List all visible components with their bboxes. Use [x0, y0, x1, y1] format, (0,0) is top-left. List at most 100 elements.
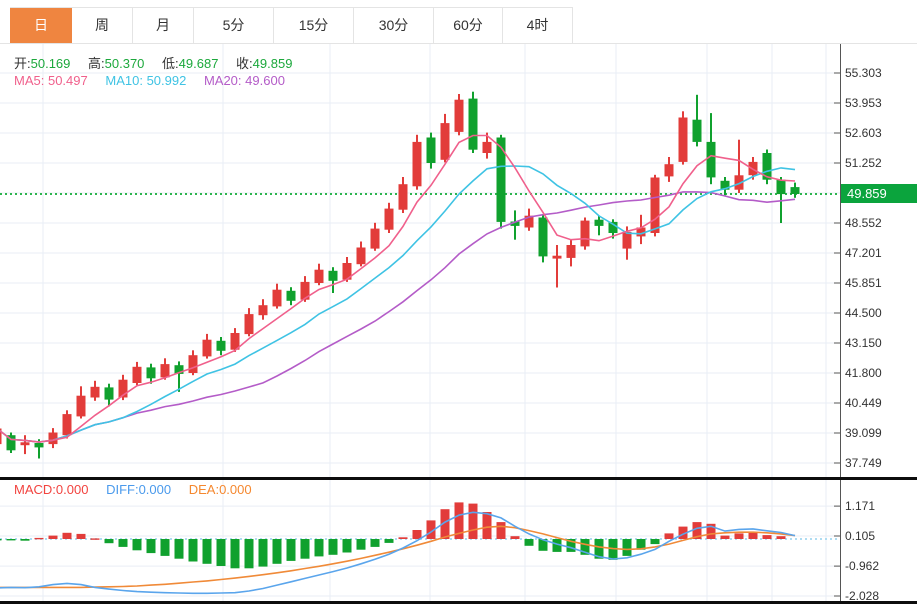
- candle[interactable]: [538, 217, 548, 257]
- candle[interactable]: [664, 164, 674, 177]
- candle[interactable]: [734, 175, 744, 190]
- candle[interactable]: [188, 355, 198, 373]
- macd-bar: [286, 539, 296, 561]
- tab-day[interactable]: 日: [10, 8, 72, 43]
- macd-bar: [272, 539, 282, 564]
- candle[interactable]: [132, 366, 142, 383]
- macd-bar: [384, 539, 394, 543]
- candle[interactable]: [762, 153, 772, 180]
- macd-bar: [160, 539, 170, 556]
- candle[interactable]: [426, 137, 436, 164]
- ma10-line: [0, 165, 796, 443]
- candle[interactable]: [398, 184, 408, 210]
- macd-bar: [454, 502, 464, 539]
- macd-bar: [720, 535, 730, 539]
- candle[interactable]: [790, 187, 800, 194]
- candle[interactable]: [328, 270, 338, 281]
- candle[interactable]: [300, 281, 310, 300]
- macd-bar: [762, 535, 772, 539]
- macd-bar: [104, 539, 114, 544]
- candle[interactable]: [608, 221, 618, 233]
- candle[interactable]: [580, 220, 590, 247]
- macd-bar: [20, 539, 30, 541]
- macd-bar: [692, 522, 702, 539]
- candle[interactable]: [496, 137, 506, 222]
- candle[interactable]: [146, 367, 156, 379]
- candle[interactable]: [552, 255, 562, 259]
- tab-month[interactable]: 月: [133, 8, 194, 43]
- macd-bar: [62, 532, 72, 539]
- candle[interactable]: [342, 263, 352, 280]
- candle[interactable]: [286, 290, 296, 301]
- candle[interactable]: [258, 305, 268, 316]
- macd-bar: [244, 539, 254, 569]
- candle[interactable]: [314, 269, 324, 283]
- candle[interactable]: [20, 442, 30, 446]
- candle[interactable]: [706, 141, 716, 178]
- candle[interactable]: [34, 443, 44, 448]
- tab-5min[interactable]: 5分: [194, 8, 274, 43]
- macd-bar: [734, 533, 744, 539]
- macd-bar: [594, 539, 604, 559]
- macd-bar: [174, 539, 184, 559]
- candle[interactable]: [230, 333, 240, 350]
- candle[interactable]: [678, 117, 688, 162]
- tab-60min[interactable]: 60分: [434, 8, 503, 43]
- macd-bar: [48, 535, 58, 539]
- candle[interactable]: [440, 123, 450, 160]
- candle[interactable]: [510, 221, 520, 226]
- macd-bar: [524, 539, 534, 546]
- candle[interactable]: [0, 428, 2, 445]
- candle[interactable]: [594, 219, 604, 226]
- candle[interactable]: [76, 395, 86, 417]
- candle[interactable]: [244, 314, 254, 335]
- candle[interactable]: [90, 386, 100, 398]
- candle[interactable]: [272, 289, 282, 307]
- macd-bar: [538, 539, 548, 551]
- candle[interactable]: [104, 387, 114, 400]
- candle[interactable]: [566, 245, 576, 258]
- candle[interactable]: [118, 379, 128, 398]
- tab-15min[interactable]: 15分: [274, 8, 354, 43]
- macd-histogram: [0, 502, 786, 569]
- candle[interactable]: [356, 247, 366, 265]
- candle[interactable]: [776, 179, 786, 195]
- macd-bar: [482, 512, 492, 539]
- candle[interactable]: [370, 228, 380, 249]
- candle[interactable]: [216, 340, 226, 351]
- macd-bar: [622, 539, 632, 556]
- price-axis-line: [834, 44, 841, 601]
- dea-line: [0, 525, 796, 589]
- candle[interactable]: [650, 177, 660, 234]
- candle[interactable]: [692, 119, 702, 142]
- tab-30min[interactable]: 30分: [354, 8, 434, 43]
- candle[interactable]: [6, 435, 16, 451]
- candle[interactable]: [62, 414, 72, 436]
- candle[interactable]: [384, 208, 394, 230]
- candle[interactable]: [482, 141, 492, 153]
- tab-4hour[interactable]: 4时: [503, 8, 573, 43]
- candle[interactable]: [174, 365, 184, 374]
- macd-bar: [188, 539, 198, 562]
- tab-week[interactable]: 周: [72, 8, 133, 43]
- macd-bar: [300, 539, 310, 559]
- candle[interactable]: [202, 339, 212, 357]
- candle[interactable]: [160, 364, 170, 378]
- candle[interactable]: [636, 227, 646, 237]
- diff-line: [0, 511, 796, 595]
- candle[interactable]: [622, 231, 632, 249]
- candle[interactable]: [468, 98, 478, 150]
- macd-bar: [650, 539, 660, 545]
- candle[interactable]: [412, 141, 422, 187]
- candle[interactable]: [524, 215, 534, 228]
- macd-bar: [328, 539, 338, 555]
- macd-bar: [664, 533, 674, 539]
- macd-bar: [748, 532, 758, 539]
- macd-bar: [258, 539, 268, 567]
- macd-bar: [216, 539, 226, 566]
- macd-bar: [230, 539, 240, 569]
- candle[interactable]: [720, 180, 730, 190]
- candle[interactable]: [48, 432, 58, 445]
- candle[interactable]: [454, 99, 464, 132]
